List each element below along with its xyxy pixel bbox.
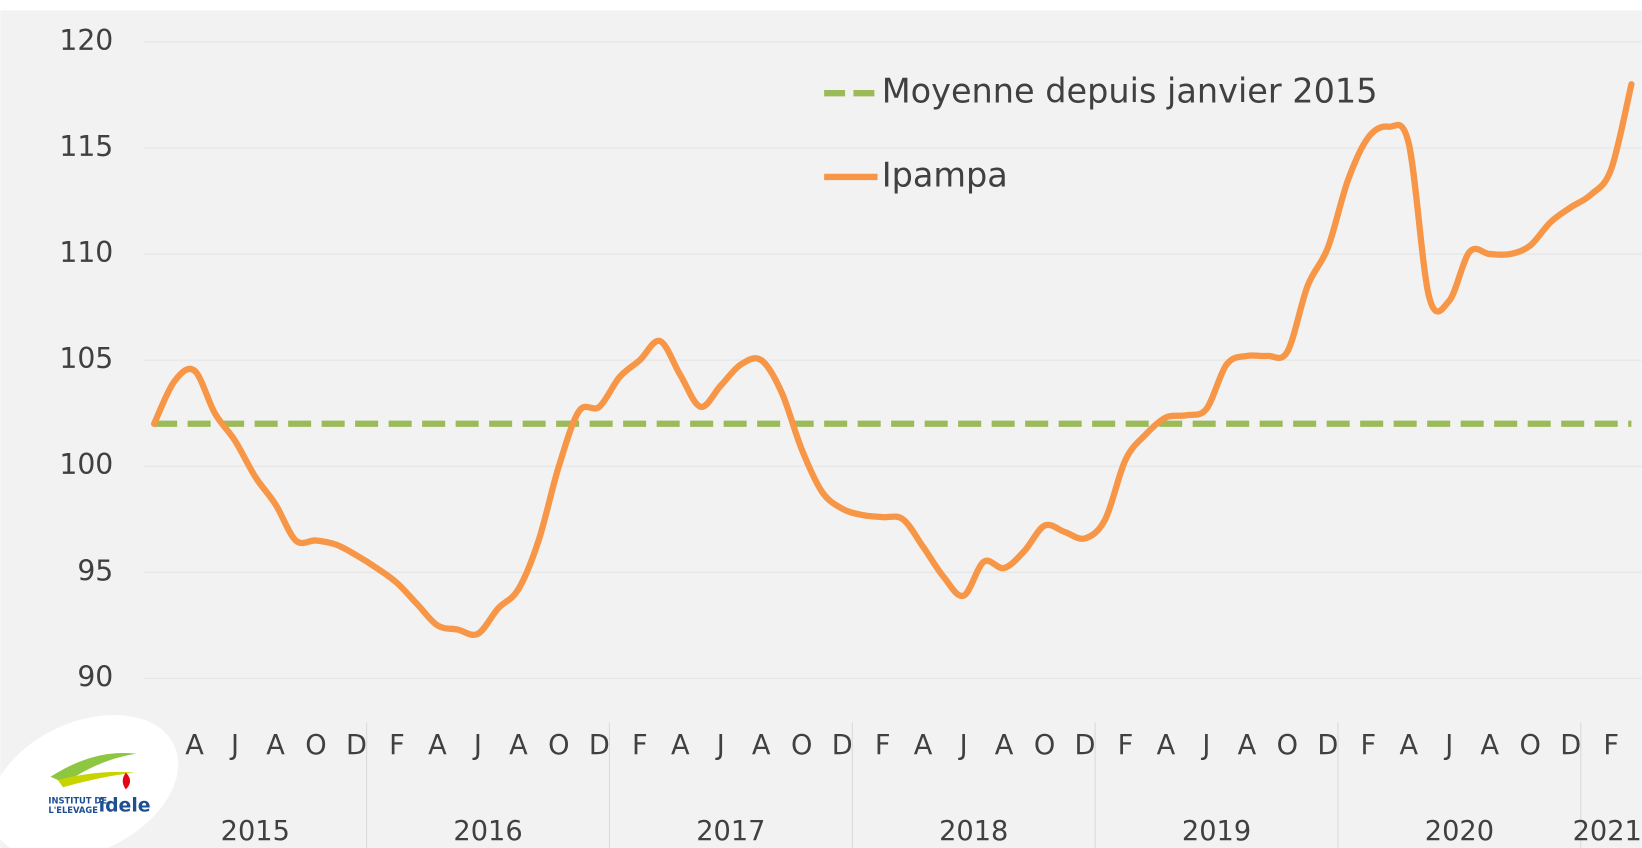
x-tick-label: O — [1277, 730, 1298, 761]
year-label: 2021 — [1573, 816, 1642, 847]
x-tick-label: A — [1480, 730, 1499, 761]
x-tick-label: O — [791, 730, 812, 761]
x-tick-label: D — [1317, 730, 1338, 761]
x-tick-label: A — [914, 730, 933, 761]
logo-brand: idele — [99, 796, 151, 817]
logo-text: INSTITUT DE — [48, 795, 107, 805]
x-tick-label: O — [305, 730, 326, 761]
x-tick-label: J — [958, 730, 968, 761]
x-tick-label: A — [185, 730, 204, 761]
x-tick-label: A — [266, 730, 285, 761]
y-tick-label: 120 — [59, 24, 113, 57]
x-tick-label: D — [346, 730, 367, 761]
logo-text: L'ELEVAGE — [48, 805, 98, 815]
x-tick-label: A — [428, 730, 447, 761]
x-tick-label: J — [229, 730, 239, 761]
x-tick-label: A — [1238, 730, 1257, 761]
x-tick-label: D — [1560, 730, 1581, 761]
y-tick-label: 90 — [77, 660, 113, 693]
x-tick-label: D — [832, 730, 853, 761]
x-tick-label: D — [589, 730, 610, 761]
legend-label: Moyenne depuis janvier 2015 — [882, 72, 1378, 111]
year-label: 2017 — [696, 816, 765, 847]
x-tick-label: F — [1118, 730, 1134, 761]
legend-label: Ipampa — [882, 155, 1008, 194]
series-line — [150, 81, 1635, 639]
y-tick-label: 115 — [59, 130, 113, 163]
x-tick-label: A — [1399, 730, 1418, 761]
x-tick-label: O — [548, 730, 569, 761]
x-tick-label: A — [671, 730, 690, 761]
y-tick-label: 95 — [77, 554, 113, 587]
year-label: 2016 — [453, 816, 522, 847]
year-label: 2015 — [221, 816, 290, 847]
x-tick-label: J — [715, 730, 725, 761]
x-tick-label: J — [1200, 730, 1210, 761]
x-tick-label: J — [1443, 730, 1453, 761]
y-tick-label: 110 — [59, 236, 113, 269]
plot-background — [0, 10, 1642, 848]
x-tick-label: A — [995, 730, 1014, 761]
year-label: 2020 — [1425, 816, 1494, 847]
logo: INSTITUT DE L'ELEVAGE idele — [0, 714, 179, 848]
x-tick-label: F — [1603, 730, 1619, 761]
x-tick-label: F — [1360, 730, 1376, 761]
logo-background — [0, 714, 179, 848]
x-tick-label: A — [1157, 730, 1176, 761]
x-tick-label: F — [875, 730, 891, 761]
logo-swoosh — [57, 771, 135, 788]
x-tick-label: F — [632, 730, 648, 761]
x-tick-label: A — [752, 730, 771, 761]
x-tick-label: D — [1075, 730, 1096, 761]
x-tick-label: F — [389, 730, 405, 761]
x-tick-label: A — [509, 730, 528, 761]
year-label: 2019 — [1182, 816, 1251, 847]
y-tick-label: 105 — [59, 342, 113, 375]
logo-drop — [122, 772, 131, 790]
logo-swoosh — [50, 752, 137, 784]
year-label: 2018 — [939, 816, 1008, 847]
x-tick-label: O — [1034, 730, 1055, 761]
x-tick-label: O — [1520, 730, 1541, 761]
y-tick-label: 100 — [59, 448, 113, 481]
x-tick-label: J — [472, 730, 482, 761]
